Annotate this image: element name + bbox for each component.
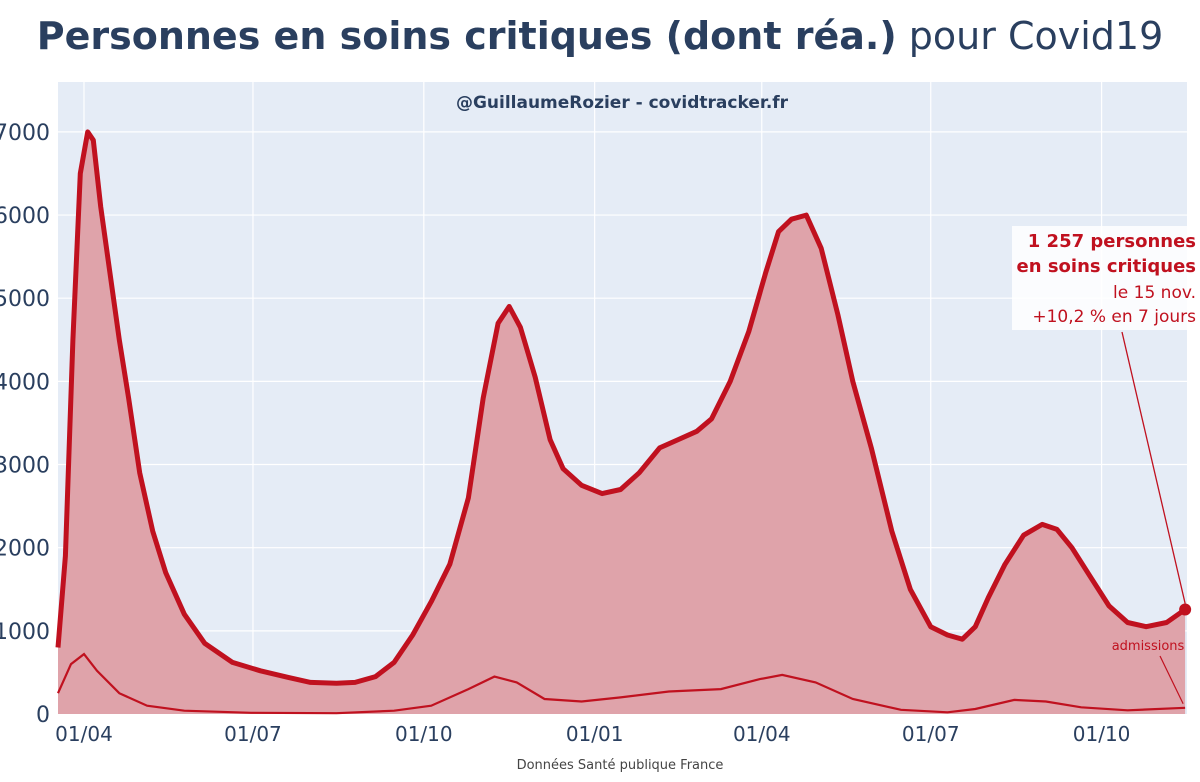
y-tick-label: 0 — [36, 703, 50, 728]
x-tick-label: 01/10 — [1073, 722, 1131, 746]
annotation-line-2: en soins critiques — [1017, 256, 1196, 277]
y-axis-ticks: 0 1000 2000 3000 4000 5000 6000 7000 — [0, 121, 50, 728]
annotation-pointer — [1121, 331, 1186, 604]
x-tick-label: 01/10 — [395, 722, 453, 746]
annotation-line-4: +10,2 % en 7 jours — [1032, 307, 1196, 327]
critical-care-line — [55, 129, 1187, 686]
admissions-label: admissions — [1112, 639, 1185, 654]
y-tick-label: 6000 — [0, 204, 50, 229]
y-tick-label: 4000 — [0, 370, 50, 395]
data-source: Données Santé publique France — [516, 758, 724, 773]
x-axis-ticks: 01/04 01/07 01/10 01/01 01/04 01/07 01/10 — [55, 722, 1130, 746]
x-tick-label: 01/07 — [224, 722, 282, 746]
chart-title-light: pour Covid19 — [908, 14, 1164, 58]
annotation-line-3: le 15 nov. — [1113, 283, 1196, 303]
y-tick-label: 1000 — [0, 620, 50, 645]
chart-title-bold: Personnes en soins critiques (dont réa.) — [36, 14, 897, 58]
x-tick-label: 01/01 — [566, 722, 624, 746]
annotation-line-1: 1 257 personnes — [1028, 231, 1196, 252]
y-tick-label: 3000 — [0, 454, 50, 479]
admissions-pointer — [1159, 655, 1184, 705]
x-tick-label: 01/07 — [902, 722, 960, 746]
x-tick-label: 01/04 — [733, 722, 791, 746]
y-tick-label: 7000 — [0, 121, 50, 146]
admissions-line — [56, 652, 1186, 715]
x-tick-label: 01/04 — [55, 722, 113, 746]
chart-subtitle: @GuillaumeRozier - covidtracker.fr — [456, 93, 789, 113]
y-tick-label: 2000 — [0, 537, 50, 562]
last-value-dot — [1179, 603, 1192, 616]
annotation-box — [1012, 226, 1198, 330]
chart-title: Personnes en soins critiques (dont réa.)… — [0, 14, 1200, 58]
y-tick-label: 5000 — [0, 287, 50, 312]
